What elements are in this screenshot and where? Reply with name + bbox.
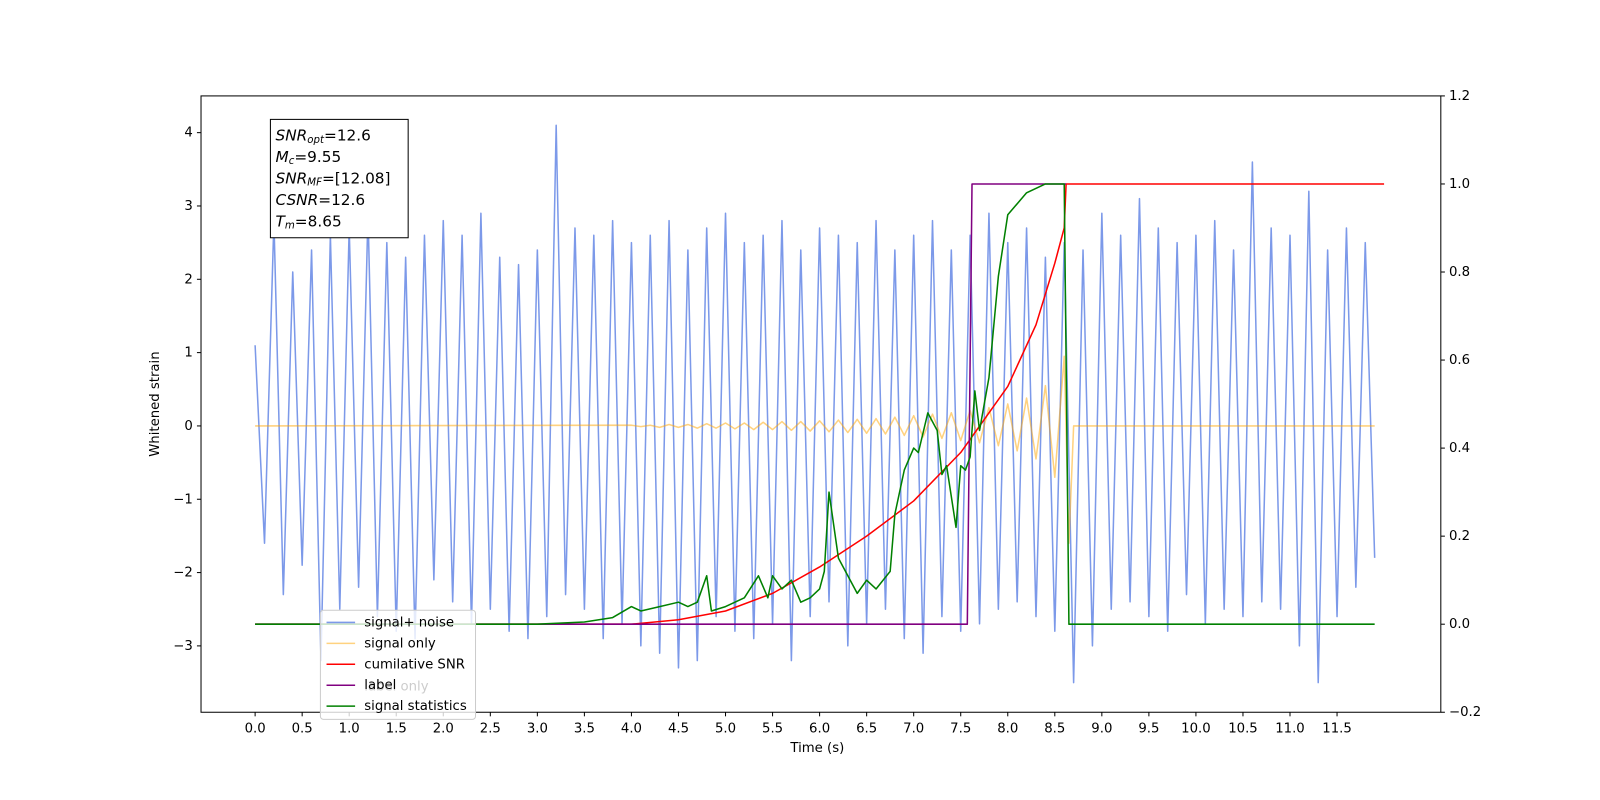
x-tick-label: 4.0: [621, 722, 642, 737]
annotation-symbol: T: [276, 212, 287, 230]
y-tick-label: 1: [184, 346, 192, 361]
annotation-line: Tm=8.65: [276, 212, 342, 232]
y-tick-label: 2: [184, 272, 192, 287]
legend-frame: [319, 609, 477, 720]
x-tick-label: 9.5: [1138, 722, 1159, 737]
series-line: [255, 183, 1067, 625]
legend-label: signal statistics: [364, 699, 467, 714]
legend-label: cumilative SNR: [364, 657, 465, 672]
y2-tick-label: 0.2: [1449, 529, 1470, 544]
annotation-value: =12.6: [318, 191, 365, 209]
x-tick-label: 2.5: [480, 722, 501, 737]
x-tick-label: 1.5: [386, 722, 407, 737]
x-tick-label: 9.0: [1091, 722, 1112, 737]
x-axis-label: Time (s): [789, 741, 844, 756]
x-tick-label: 5.5: [762, 722, 783, 737]
annotation-line: SNRopt=12.6: [276, 126, 371, 146]
x-tick-label: 3.5: [574, 722, 595, 737]
x-tick-label: 11.5: [1322, 722, 1352, 737]
x-tick-label: 2.0: [433, 722, 454, 737]
x-tick-label: 6.5: [856, 722, 877, 737]
annotation-line: Mc=9.55: [276, 148, 342, 168]
y2-tick-label: 1.2: [1449, 89, 1470, 104]
legend-label: label: [364, 678, 396, 693]
series-line: [255, 355, 1375, 545]
annotation-symbol: SNR: [276, 169, 308, 187]
y2-tick-label: 1.0: [1449, 177, 1470, 192]
plot-area: [254, 124, 1385, 684]
y-tick-label: 4: [184, 126, 192, 141]
y-tick-label: −3: [173, 639, 193, 654]
x-tick-label: 3.0: [527, 722, 548, 737]
annotation-value: =8.65: [295, 212, 342, 230]
y-axis-label: Whitened strain: [148, 351, 163, 456]
annotation-subscript: MF: [307, 178, 322, 189]
legend-label: signal+ noise: [364, 615, 454, 630]
x-tick-label: 11.0: [1275, 722, 1305, 737]
x-tick-label: 10.0: [1181, 722, 1211, 737]
y-tick-label: 3: [184, 199, 192, 214]
annotation-line: CSNR=12.6: [276, 191, 366, 209]
annotation-box: SNRopt=12.6Mc=9.55SNRMF=[12.08]CSNR=12.6…: [269, 118, 409, 239]
x-tick-label: 10.5: [1228, 722, 1258, 737]
annotation-frame: [269, 118, 409, 239]
annotation-symbol: SNR: [276, 126, 308, 144]
annotation-value: =9.55: [294, 148, 341, 166]
annotation-symbol: M: [276, 148, 289, 166]
x-tick-label: 5.0: [715, 722, 736, 737]
legend-label: signal only: [364, 636, 436, 651]
annotation-value: =[12.08]: [322, 169, 391, 187]
series-line: [254, 124, 1376, 684]
x-tick-label: 7.0: [903, 722, 924, 737]
y-tick-label: −2: [173, 566, 193, 581]
x-tick-label: 8.5: [1044, 722, 1065, 737]
legend-ghost-label: label only: [364, 680, 428, 695]
x-tick-label: 0.0: [245, 722, 266, 737]
y2-tick-label: 0.0: [1449, 617, 1470, 632]
x-tick-label: 4.5: [668, 722, 689, 737]
series-line: [255, 183, 1375, 625]
y2-tick-label: 0.8: [1449, 265, 1470, 280]
x-tick-label: 7.5: [950, 722, 971, 737]
x-tick-label: 6.0: [809, 722, 830, 737]
annotation-line: SNRMF=[12.08]: [276, 169, 391, 189]
annotation-symbol: CSNR: [276, 191, 319, 209]
y-tick-label: −1: [173, 492, 193, 507]
annotation-subscript: opt: [307, 135, 325, 146]
legend: label only signal+ noise signal only cumila…: [319, 609, 477, 720]
x-tick-label: 1.0: [339, 722, 360, 737]
y2-tick-label: 0.4: [1449, 441, 1470, 456]
y2-tick-label: 0.6: [1449, 353, 1470, 368]
x-tick-label: 0.5: [292, 722, 313, 737]
axes-frame: [200, 95, 1442, 713]
x-tick-label: 8.0: [997, 722, 1018, 737]
y-tick-label: 0: [184, 419, 192, 434]
annotation-subscript: c: [289, 156, 295, 167]
annotation-value: =12.6: [324, 126, 371, 144]
y2-tick-label: −0.2: [1449, 705, 1481, 720]
annotation-subscript: m: [285, 221, 295, 232]
